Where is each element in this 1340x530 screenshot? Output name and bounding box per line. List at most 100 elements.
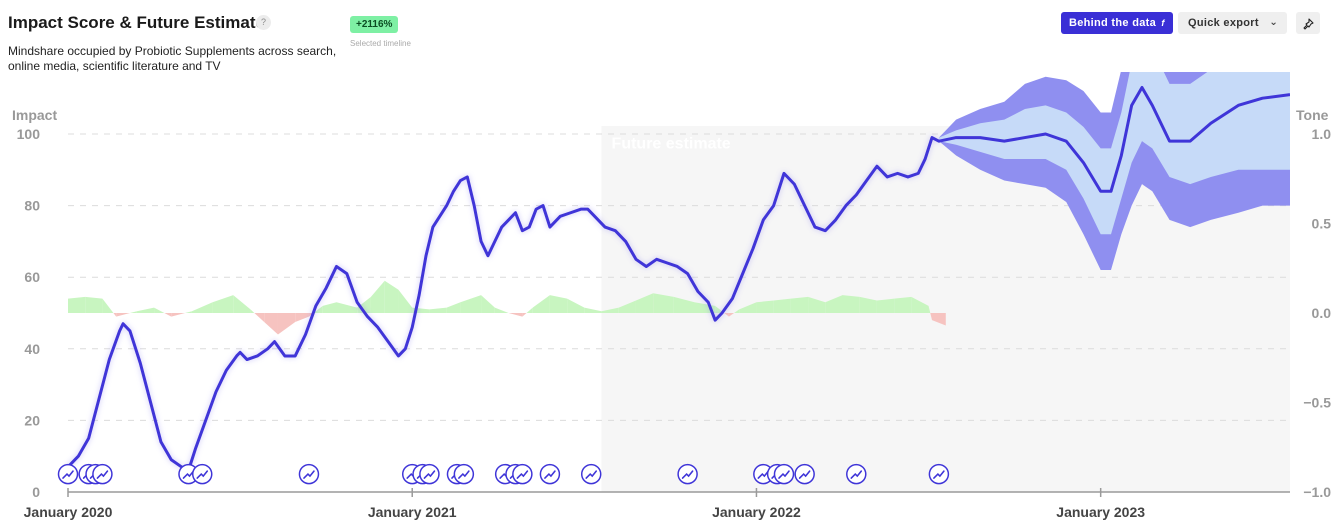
tone-area-segment bbox=[254, 313, 265, 322]
tone-area-segment bbox=[739, 302, 757, 313]
tone-area-segment bbox=[313, 305, 323, 313]
event-marker-icon bbox=[846, 463, 867, 485]
tone-area-segment bbox=[842, 295, 860, 313]
tone-area-segment bbox=[398, 289, 413, 313]
tone-area-segment bbox=[928, 305, 931, 313]
tone-area-segment bbox=[526, 307, 533, 313]
tone-area-segment bbox=[790, 296, 809, 313]
tone-area-segment bbox=[129, 311, 137, 313]
chart-title: Impact Score & Future Estimate bbox=[8, 13, 265, 32]
event-marker-icon bbox=[539, 463, 561, 485]
quick-export-button[interactable]: Quick export ⌄ bbox=[1178, 12, 1287, 34]
forecast-label: Future estimate bbox=[612, 135, 731, 152]
tone-tick-label: −1.0 bbox=[1303, 484, 1331, 500]
tone-area-segment bbox=[191, 302, 213, 313]
event-marker-icon bbox=[298, 463, 320, 485]
tone-area-segment bbox=[429, 307, 447, 313]
tone-tick-label: 0.0 bbox=[1312, 305, 1332, 321]
y-tick-label: 60 bbox=[24, 269, 40, 285]
y-tick-label: 0 bbox=[32, 484, 40, 500]
event-marker-icon bbox=[453, 463, 475, 485]
tone-area-segment bbox=[116, 313, 130, 317]
event-marker-icon bbox=[191, 463, 213, 485]
tone-area-segment bbox=[185, 311, 192, 313]
event-marker-icon bbox=[928, 463, 950, 485]
tone-area-segment bbox=[446, 302, 461, 313]
y-tick-label: 40 bbox=[24, 341, 40, 357]
tone-tick-label: 1.0 bbox=[1312, 126, 1332, 142]
tone-area-segment bbox=[336, 302, 358, 313]
forecast-mean-line bbox=[938, 85, 1290, 193]
tone-area-segment bbox=[532, 295, 550, 313]
tone-area-segment bbox=[653, 293, 674, 313]
event-marker-icon bbox=[580, 463, 602, 485]
tone-area-segment bbox=[68, 296, 86, 313]
tone-area-segment bbox=[734, 309, 740, 313]
tone-area-segment bbox=[756, 300, 774, 313]
tone-area-segment bbox=[460, 295, 482, 313]
tone-area-segment bbox=[154, 307, 165, 313]
event-marker-icon bbox=[512, 463, 533, 485]
chevron-down-icon: ⌄ bbox=[1269, 17, 1278, 28]
tone-area-segment bbox=[113, 313, 117, 317]
event-marker-icon bbox=[92, 463, 113, 485]
y-axis-title-tone: Tone bbox=[1296, 107, 1329, 123]
behind-the-data-label: Behind the data bbox=[1069, 17, 1157, 29]
pin-button[interactable] bbox=[1296, 12, 1320, 34]
tone-area-segment bbox=[212, 295, 234, 313]
tone-area-segment bbox=[635, 293, 654, 313]
behind-the-data-button[interactable]: Behind the data f bbox=[1061, 12, 1173, 34]
tone-area-segment bbox=[295, 313, 309, 322]
event-marker-icon bbox=[677, 463, 698, 485]
tone-area-segment bbox=[322, 302, 337, 313]
x-tick-label: January 2020 bbox=[24, 504, 113, 520]
tone-area-segment bbox=[522, 313, 527, 317]
tone-area-segment bbox=[932, 313, 946, 326]
y-axis-title-impact: Impact bbox=[12, 107, 57, 123]
tone-area-segment bbox=[277, 313, 296, 335]
tone-area-segment bbox=[876, 298, 895, 313]
tone-area-segment bbox=[808, 296, 826, 313]
y-tick-label: 80 bbox=[24, 198, 40, 214]
tone-area-segment bbox=[164, 313, 172, 317]
tone-area-segment bbox=[264, 313, 278, 335]
x-tick-label: January 2021 bbox=[368, 504, 457, 520]
info-icon: f bbox=[1161, 18, 1165, 28]
growth-badge: +2116% bbox=[350, 16, 399, 33]
tone-area-segment bbox=[724, 313, 729, 317]
impact-line bbox=[66, 136, 941, 473]
tone-area-segment bbox=[250, 309, 255, 313]
tone-area-segment bbox=[773, 298, 791, 313]
growth-badge-label: Selected timeline bbox=[350, 39, 411, 48]
tone-area-segment bbox=[859, 296, 877, 313]
x-tick-label: January 2023 bbox=[1056, 504, 1145, 520]
tone-area-segment bbox=[370, 280, 385, 313]
event-marker-icon bbox=[773, 463, 795, 485]
tone-area-segment bbox=[384, 280, 399, 313]
tone-area-segment bbox=[728, 313, 735, 317]
tone-area-segment bbox=[494, 307, 509, 313]
x-tick-label: January 2022 bbox=[712, 504, 801, 520]
tone-area-segment bbox=[894, 296, 912, 313]
tone-area-segment bbox=[618, 300, 636, 313]
tone-tick-label: 0.5 bbox=[1312, 216, 1332, 232]
tone-area-segment bbox=[825, 295, 843, 313]
event-marker-icon bbox=[57, 463, 79, 485]
event-marker-icon bbox=[794, 463, 815, 485]
event-marker-icon bbox=[419, 463, 440, 485]
tone-area-segment bbox=[911, 296, 929, 313]
tone-area-segment bbox=[85, 296, 103, 313]
tone-area-segment bbox=[930, 313, 933, 321]
chart-subtitle: Mindshare occupied by Probiotic Suppleme… bbox=[8, 44, 337, 73]
tone-area-segment bbox=[549, 295, 568, 313]
tone-area-segment bbox=[102, 298, 114, 313]
tone-area-segment bbox=[171, 313, 186, 317]
help-icon[interactable]: ? bbox=[256, 15, 271, 30]
tone-area-segment bbox=[508, 313, 523, 317]
tone-tick-label: −0.5 bbox=[1303, 395, 1331, 411]
tone-area-segment bbox=[481, 295, 495, 313]
y-tick-label: 20 bbox=[24, 412, 40, 428]
tone-area-segment bbox=[136, 307, 155, 313]
tone-area-segment bbox=[567, 298, 585, 313]
